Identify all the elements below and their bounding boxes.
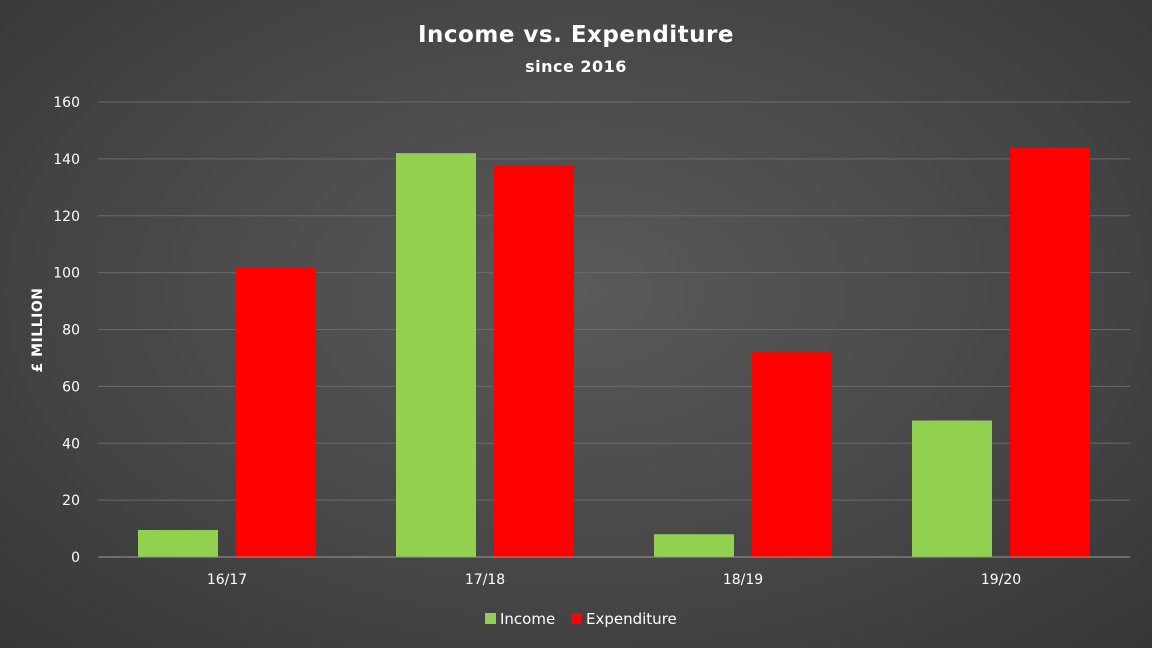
bar-expenditure-16-17	[236, 266, 316, 557]
legend-swatch-expenditure	[571, 613, 582, 624]
bar-income-19-20	[912, 420, 992, 557]
bars	[138, 147, 1090, 557]
y-tick-label: 0	[71, 550, 80, 566]
x-tick-label: 19/20	[981, 572, 1021, 588]
y-tick-label: 140	[53, 152, 80, 168]
y-tick-label: 160	[53, 95, 80, 111]
bar-income-16-17	[138, 529, 218, 557]
x-tick-label: 16/17	[207, 572, 247, 588]
y-tick-label: 60	[62, 379, 80, 395]
y-tick-label: 80	[62, 323, 80, 339]
y-tick-label: 120	[53, 209, 80, 225]
y-axis-ticks: 0 20 40 60 80 100 120 140 160	[53, 95, 80, 566]
y-tick-label: 100	[53, 266, 80, 282]
y-axis-title: £ MILLION	[30, 288, 46, 373]
bar-expenditure-17-18	[494, 165, 574, 557]
bar-expenditure-19-20	[1010, 147, 1090, 557]
bar-income-17-18	[396, 153, 476, 557]
bar-expenditure-18-19	[752, 352, 832, 557]
legend-label-income: Income	[500, 610, 555, 628]
x-tick-label: 17/18	[465, 572, 505, 588]
chart-subtitle: since 2016	[525, 57, 627, 76]
legend-swatch-income	[485, 613, 496, 624]
x-tick-label: 18/19	[723, 572, 763, 588]
bar-income-18-19	[654, 534, 734, 557]
legend: Income Expenditure	[485, 610, 677, 628]
chart-title: Income vs. Expenditure	[418, 22, 734, 48]
legend-label-expenditure: Expenditure	[586, 610, 677, 628]
y-tick-label: 40	[62, 436, 80, 452]
x-axis-ticks: 16/17 17/18 18/19 19/20	[207, 572, 1021, 588]
y-tick-label: 20	[62, 493, 80, 509]
